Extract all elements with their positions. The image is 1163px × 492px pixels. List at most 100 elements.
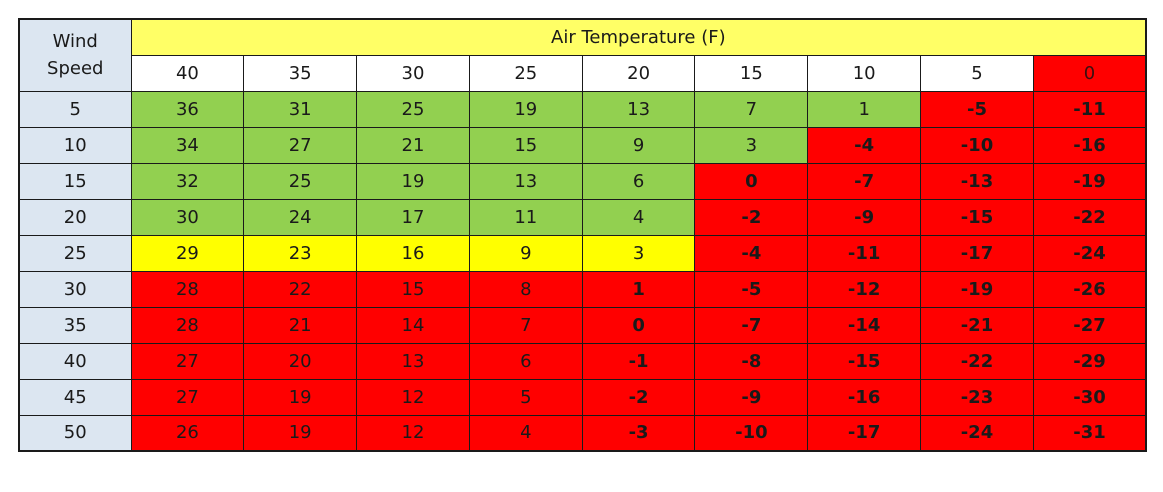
wind-chill-value-cell: 9 bbox=[468, 234, 583, 272]
wind-chill-value-cell: 0 bbox=[581, 306, 696, 344]
wind-chill-value-cell: -1 bbox=[581, 342, 696, 380]
wind-chill-value-cell: 13 bbox=[468, 162, 583, 200]
wind-chill-value-cell: 11 bbox=[468, 198, 583, 236]
wind-chill-value-cell: -13 bbox=[920, 162, 1034, 200]
wind-chill-value-cell: -9 bbox=[694, 378, 809, 416]
wind-chill-value-cell: 0 bbox=[694, 162, 809, 200]
temperature-header-cell: 10 bbox=[807, 54, 922, 92]
wind-chill-table-container: Wind Speed Air Temperature (F) 40 35 30 25 2… bbox=[18, 18, 1148, 452]
wind-chill-value-cell: 21 bbox=[356, 126, 470, 164]
wind-chill-value-cell: -17 bbox=[807, 414, 922, 452]
wind-chill-value-cell: -16 bbox=[1032, 126, 1147, 164]
wind-chill-value-cell: 12 bbox=[356, 378, 470, 416]
wind-chill-value-cell: 23 bbox=[243, 234, 358, 272]
table-row: 20 30 24 17 11 4 -2 -9 -15 -22 bbox=[18, 198, 1147, 236]
wind-speed-header-line2: Speed bbox=[47, 58, 104, 80]
wind-chill-value-cell: 3 bbox=[694, 126, 809, 164]
wind-chill-value-cell: -19 bbox=[1032, 162, 1147, 200]
temperature-header-cell: 0 bbox=[1032, 54, 1147, 92]
wind-chill-value-cell: 27 bbox=[243, 126, 358, 164]
wind-chill-value-cell: -27 bbox=[1032, 306, 1147, 344]
temperature-header-cell: 35 bbox=[243, 54, 358, 92]
temperature-header-cell: 30 bbox=[356, 54, 470, 92]
wind-speed-cell: 15 bbox=[18, 162, 132, 200]
wind-speed-cell: 20 bbox=[18, 198, 132, 236]
header-row-top: Wind Speed Air Temperature (F) bbox=[18, 18, 1147, 92]
wind-chill-value-cell: 17 bbox=[356, 198, 470, 236]
wind-speed-header-line1: Wind bbox=[52, 31, 98, 53]
table-row: 30 28 22 15 8 1 -5 -12 -19 -26 bbox=[18, 270, 1147, 308]
temperature-header-cell: 20 bbox=[581, 54, 696, 92]
wind-chill-value-cell: 27 bbox=[130, 342, 245, 380]
wind-chill-value-cell: -2 bbox=[581, 378, 696, 416]
wind-chill-value-cell: -5 bbox=[920, 90, 1034, 128]
wind-chill-value-cell: -12 bbox=[807, 270, 922, 308]
wind-chill-value-cell: -24 bbox=[920, 414, 1034, 452]
wind-chill-value-cell: 8 bbox=[468, 270, 583, 308]
wind-speed-cell: 30 bbox=[18, 270, 132, 308]
wind-chill-value-cell: 26 bbox=[130, 414, 245, 452]
wind-chill-value-cell: -31 bbox=[1032, 414, 1147, 452]
wind-chill-value-cell: 19 bbox=[468, 90, 583, 128]
wind-chill-value-cell: 12 bbox=[356, 414, 470, 452]
wind-chill-value-cell: -19 bbox=[920, 270, 1034, 308]
wind-chill-value-cell: -8 bbox=[694, 342, 809, 380]
wind-chill-value-cell: 3 bbox=[581, 234, 696, 272]
wind-chill-value-cell: -10 bbox=[694, 414, 809, 452]
wind-chill-value-cell: -4 bbox=[807, 126, 922, 164]
wind-chill-value-cell: 6 bbox=[468, 342, 583, 380]
wind-chill-value-cell: 9 bbox=[581, 126, 696, 164]
table-row: 5 36 31 25 19 13 7 1 -5 -11 bbox=[18, 90, 1147, 128]
wind-chill-value-cell: -11 bbox=[807, 234, 922, 272]
wind-speed-cell: 50 bbox=[18, 414, 132, 452]
wind-chill-value-cell: 4 bbox=[581, 198, 696, 236]
wind-chill-value-cell: -11 bbox=[1032, 90, 1147, 128]
table-row: 50 26 19 12 4 -3 -10 -17 -24 -31 bbox=[18, 414, 1147, 452]
wind-chill-value-cell: 27 bbox=[130, 378, 245, 416]
wind-chill-value-cell: -21 bbox=[920, 306, 1034, 344]
temperature-header-cell: 5 bbox=[920, 54, 1034, 92]
wind-chill-value-cell: 7 bbox=[694, 90, 809, 128]
wind-speed-cell: 45 bbox=[18, 378, 132, 416]
wind-chill-value-cell: 32 bbox=[130, 162, 245, 200]
wind-chill-value-cell: -22 bbox=[920, 342, 1034, 380]
wind-chill-value-cell: 19 bbox=[243, 414, 358, 452]
wind-chill-value-cell: 7 bbox=[468, 306, 583, 344]
wind-chill-value-cell: -15 bbox=[807, 342, 922, 380]
wind-chill-value-cell: 6 bbox=[581, 162, 696, 200]
wind-chill-value-cell: 16 bbox=[356, 234, 470, 272]
wind-chill-value-cell: 25 bbox=[243, 162, 358, 200]
wind-chill-value-cell: 1 bbox=[807, 90, 922, 128]
wind-speed-cell: 5 bbox=[18, 90, 132, 128]
table-row: 40 27 20 13 6 -1 -8 -15 -22 -29 bbox=[18, 342, 1147, 380]
wind-chill-value-cell: 15 bbox=[356, 270, 470, 308]
wind-chill-value-cell: -22 bbox=[1032, 198, 1147, 236]
air-temperature-header: Air Temperature (F) bbox=[130, 18, 1147, 56]
wind-chill-value-cell: -3 bbox=[581, 414, 696, 452]
wind-chill-value-cell: 31 bbox=[243, 90, 358, 128]
wind-speed-cell: 35 bbox=[18, 306, 132, 344]
wind-chill-value-cell: 36 bbox=[130, 90, 245, 128]
wind-speed-cell: 10 bbox=[18, 126, 132, 164]
wind-chill-value-cell: -5 bbox=[694, 270, 809, 308]
wind-chill-value-cell: 15 bbox=[468, 126, 583, 164]
wind-chill-value-cell: -26 bbox=[1032, 270, 1147, 308]
wind-chill-value-cell: -10 bbox=[920, 126, 1034, 164]
table-row: 10 34 27 21 15 9 3 -4 -10 -16 bbox=[18, 126, 1147, 164]
wind-chill-value-cell: 22 bbox=[243, 270, 358, 308]
wind-chill-table: Wind Speed Air Temperature (F) 40 35 30 25 2… bbox=[18, 18, 1148, 452]
table-row: 15 32 25 19 13 6 0 -7 -13 -19 bbox=[18, 162, 1147, 200]
temperature-header-cell: 25 bbox=[468, 54, 583, 92]
wind-chill-value-cell: -2 bbox=[694, 198, 809, 236]
wind-speed-header: Wind Speed bbox=[18, 18, 132, 92]
wind-chill-value-cell: -4 bbox=[694, 234, 809, 272]
table-row: 25 29 23 16 9 3 -4 -11 -17 -24 bbox=[18, 234, 1147, 272]
temperature-header-cell: 40 bbox=[130, 54, 245, 92]
wind-chill-value-cell: -9 bbox=[807, 198, 922, 236]
wind-chill-value-cell: 1 bbox=[581, 270, 696, 308]
wind-chill-value-cell: -7 bbox=[807, 162, 922, 200]
wind-chill-value-cell: -29 bbox=[1032, 342, 1147, 380]
wind-chill-value-cell: -16 bbox=[807, 378, 922, 416]
wind-chill-value-cell: 19 bbox=[243, 378, 358, 416]
wind-chill-value-cell: -30 bbox=[1032, 378, 1147, 416]
